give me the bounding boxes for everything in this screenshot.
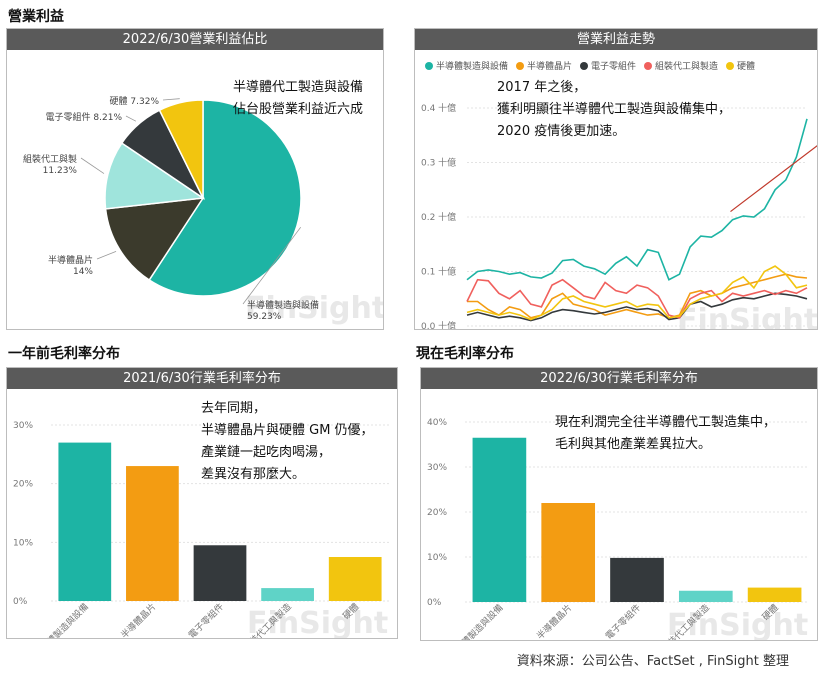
pie-leader-line: [162, 98, 180, 101]
x-category-label: 半導體晶片: [118, 601, 158, 638]
bar-annotation-line: 半導體晶片與硬體 GM 仍優，: [201, 423, 374, 438]
bar-panel-2021: 2021/6/30行業毛利率分布 FinSight 0% 10% 20% 30% 半導體製…: [6, 367, 398, 639]
bar: [58, 442, 112, 601]
y-tick-label: 0.4 十億: [421, 102, 456, 114]
bar-chart-title-2021: 2021/6/30行業毛利率分布: [7, 368, 397, 389]
y-tick-label: 30%: [427, 463, 447, 473]
x-category-label: 半導體製造與設備: [446, 602, 505, 640]
pie-annotation: 半導體代工製造與設備 佔台股營業利益近六成: [233, 77, 363, 121]
pie-leader-line: [242, 226, 302, 305]
pie-slice: [148, 99, 302, 297]
bar-chart-title-2022: 2022/6/30行業毛利率分布: [421, 368, 817, 389]
bar-annotation-line: 現在利潤完全往半導體代工製造集中，: [555, 415, 777, 430]
series-line: [466, 265, 808, 321]
pie-slice-pct: 11.23%: [43, 166, 78, 176]
bar: [610, 557, 664, 602]
pie-slice-label: 半導體晶片: [48, 254, 93, 266]
x-category-label: 半導體製造與設備: [32, 601, 91, 638]
legend-label: 半導體製造與設備: [436, 60, 508, 72]
bar-annotation-2021: 去年同期， 半導體晶片與硬體 GM 仍優， 產業鏈一起吃肉喝湯， 差異沒有那麼大…: [201, 398, 374, 486]
pie-panel: 2022/6/30營業利益佔比 FinSight 半導體製造與設備 59.23% 半導…: [6, 28, 384, 330]
bar: [328, 557, 382, 601]
bar-chart-2022: FinSight 0% 10% 20% 30% 40% 半導體製造與設備 半導體晶片 電子零組件…: [427, 418, 809, 640]
bar: [126, 466, 179, 601]
bar: [678, 590, 733, 602]
pie-leader-line: [125, 115, 137, 122]
legend-marker: [516, 62, 524, 70]
line-annotation-line: 獲利明顯往半導體代工製造與設備集中，: [497, 102, 732, 117]
line-chart: FinSight 半導體製造與設備 半導體晶片 電子零組件 組裝代工與製造 硬體 0.0 十…: [421, 60, 817, 329]
bar-annotation-line: 差異沒有那麼大。: [201, 467, 306, 482]
section-title-curr-margin: 現在毛利率分布: [416, 346, 514, 362]
section-title-profit: 營業利益: [8, 9, 64, 25]
trend-arrow: [730, 145, 817, 213]
line-annotation-line: 2020 疫情後更加速。: [497, 124, 626, 139]
pie-annotation-line: 半導體代工製造與設備: [233, 80, 364, 95]
pie-slice: [104, 142, 206, 210]
bar-annotation-line: 去年同期，: [201, 401, 267, 416]
bar-annotation-2022: 現在利潤完全往半導體代工製造集中， 毛利與其他產業差異拉大。: [555, 412, 776, 456]
legend-marker: [425, 62, 433, 70]
y-tick-label: 40%: [427, 418, 447, 428]
x-category-label: 電子零組件: [603, 602, 643, 640]
source-note: 資料來源：公司公告、FactSet , FinSight 整理: [516, 654, 789, 669]
y-tick-label: 0.0 十億: [421, 320, 456, 329]
x-category-label: 電子零組件: [186, 601, 226, 638]
legend-marker: [644, 62, 652, 70]
y-tick-label: 20%: [13, 480, 33, 490]
y-tick-label: 0.2 十億: [421, 211, 456, 223]
y-tick-label: 0.3 十億: [421, 157, 456, 169]
y-tick-label: 20%: [427, 508, 447, 518]
bar: [193, 545, 247, 601]
series-line: [466, 278, 808, 319]
y-tick-label: 0.1 十億: [421, 266, 456, 278]
bar-annotation-line: 毛利與其他產業差異拉大。: [555, 437, 712, 452]
line-panel: 營業利益走勢 FinSight 半導體製造與設備 半導體晶片 電子零組件 組裝代工與製造…: [414, 28, 818, 330]
bar-panel-2022: 2022/6/30行業毛利率分布 FinSight 0% 10% 20% 30% 40% 半…: [420, 367, 818, 641]
legend-label: 組裝代工與製造: [655, 60, 718, 72]
pie-leader-line: [96, 250, 117, 260]
pie-slice-label: 電子零組件 8.21%: [46, 111, 123, 123]
y-tick-label: 10%: [13, 538, 33, 548]
pie-chart-title: 2022/6/30營業利益佔比: [7, 29, 383, 50]
legend-marker: [726, 62, 734, 70]
bar-annotation-line: 產業鏈一起吃肉喝湯，: [201, 445, 332, 460]
legend-marker: [580, 62, 588, 70]
y-tick-label: 10%: [427, 553, 447, 563]
bar: [541, 503, 596, 602]
line-annotation: 2017 年之後， 獲利明顯往半導體代工製造與設備集中， 2020 疫情後更加速…: [497, 77, 731, 143]
line-annotation-line: 2017 年之後，: [497, 80, 587, 95]
pie-slice-label: 組裝代工與製: [23, 153, 77, 165]
bar: [472, 437, 527, 602]
pie-slice-label: 硬體 7.32%: [110, 95, 160, 107]
bar: [261, 588, 314, 601]
line-chart-title: 營業利益走勢: [415, 29, 817, 50]
section-title-prev-margin: 一年前毛利率分布: [8, 346, 120, 362]
pie-slice: [104, 197, 205, 281]
watermark: FinSight: [245, 291, 383, 326]
pie-leader-line: [80, 157, 105, 174]
x-category-label: 半導體晶片: [534, 602, 574, 640]
legend-label: 硬體: [737, 60, 755, 72]
series-line: [466, 118, 808, 281]
watermark: FinSight: [667, 608, 808, 640]
pie-slice-label: 半導體製造與設備: [247, 299, 319, 311]
series-line: [466, 292, 808, 322]
y-tick-label: 0%: [13, 597, 28, 607]
y-tick-label: 0%: [427, 598, 442, 608]
pie-slice-pct: 14%: [73, 267, 93, 277]
legend-label: 半導體晶片: [527, 60, 572, 72]
legend-label: 電子零組件: [591, 60, 636, 72]
pie-slice: [158, 99, 204, 199]
watermark: FinSight: [677, 303, 817, 329]
pie-annotation-line: 佔台股營業利益近六成: [233, 102, 364, 117]
pie-slice-pct: 59.23%: [247, 312, 282, 322]
y-tick-label: 30%: [13, 421, 33, 431]
bar: [747, 587, 802, 602]
watermark: FinSight: [247, 606, 388, 638]
